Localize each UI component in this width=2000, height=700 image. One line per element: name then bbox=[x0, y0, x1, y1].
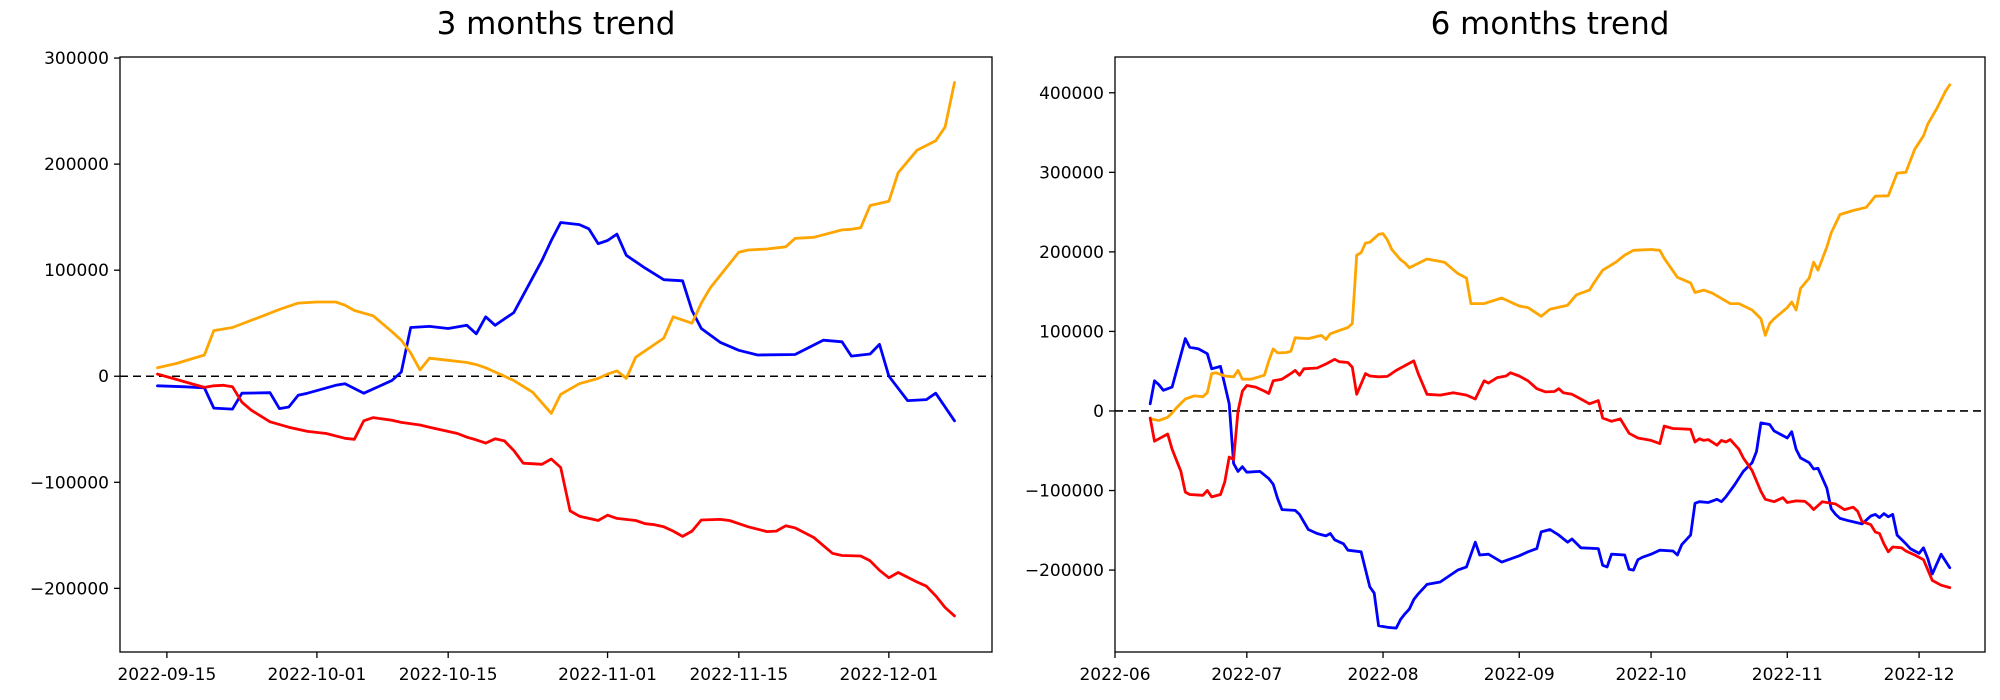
trend-line-orange bbox=[1148, 83, 1952, 422]
chart-title: 3 months trend bbox=[436, 6, 676, 42]
trend-line-orange bbox=[156, 81, 956, 415]
y-tick-label: −100000 bbox=[1025, 482, 1104, 502]
trend-line-red bbox=[156, 372, 956, 618]
x-tick-label: 2022-11 bbox=[1752, 665, 1823, 685]
x-tick-label: 2022-12-01 bbox=[839, 665, 938, 685]
plot-area-3-months: 300000 200000 100000 0 −100000 −200000 2022-09… bbox=[30, 49, 993, 685]
x-tick-label: 2022-09 bbox=[1484, 665, 1555, 685]
y-tick-label: 100000 bbox=[1039, 322, 1104, 342]
axes-spines bbox=[119, 56, 993, 653]
x-tick-label: 2022-07 bbox=[1211, 665, 1282, 685]
y-tick-label: −200000 bbox=[1025, 561, 1104, 581]
y-tick-label: 200000 bbox=[1039, 243, 1104, 263]
y-tick-label: 300000 bbox=[1039, 163, 1104, 183]
x-tick-label: 2022-11-01 bbox=[558, 665, 657, 685]
x-tick-label: 2022-12 bbox=[1884, 665, 1955, 685]
x-tick-label: 2022-06 bbox=[1079, 665, 1150, 685]
x-tick-label: 2022-10-15 bbox=[399, 665, 498, 685]
chart-6-months-trend: 6 months trend 400000 300000 200000 100000 0… bbox=[1000, 0, 2000, 700]
axes-spines bbox=[1114, 56, 1986, 653]
y-tick-label: 400000 bbox=[1039, 84, 1104, 104]
y-tick-label: 200000 bbox=[44, 155, 109, 175]
y-tick-label: 100000 bbox=[44, 261, 109, 281]
trend-line-red bbox=[1148, 357, 1952, 589]
trend-line-blue bbox=[156, 221, 956, 423]
x-tick-label: 2022-09-15 bbox=[117, 665, 216, 685]
plot-area-6-months: 400000 300000 200000 100000 0 −100000 −200000 2… bbox=[1025, 56, 1986, 685]
y-tick-label: 300000 bbox=[44, 49, 109, 69]
chart-title: 6 months trend bbox=[1430, 6, 1670, 42]
y-tick-label: −200000 bbox=[30, 579, 109, 599]
x-tick-label: 2022-10-01 bbox=[268, 665, 367, 685]
x-tick-label: 2022-08 bbox=[1348, 665, 1419, 685]
x-tick-label: 2022-11-15 bbox=[689, 665, 788, 685]
y-tick-label: −100000 bbox=[30, 473, 109, 493]
y-tick-label: 0 bbox=[1093, 402, 1104, 422]
x-tick-label: 2022-10 bbox=[1616, 665, 1687, 685]
trend-line-blue bbox=[1148, 337, 1952, 630]
y-tick-label: 0 bbox=[98, 367, 109, 387]
chart-3-months-trend: 3 months trend 300000 200000 100000 0 −10000… bbox=[30, 6, 993, 685]
